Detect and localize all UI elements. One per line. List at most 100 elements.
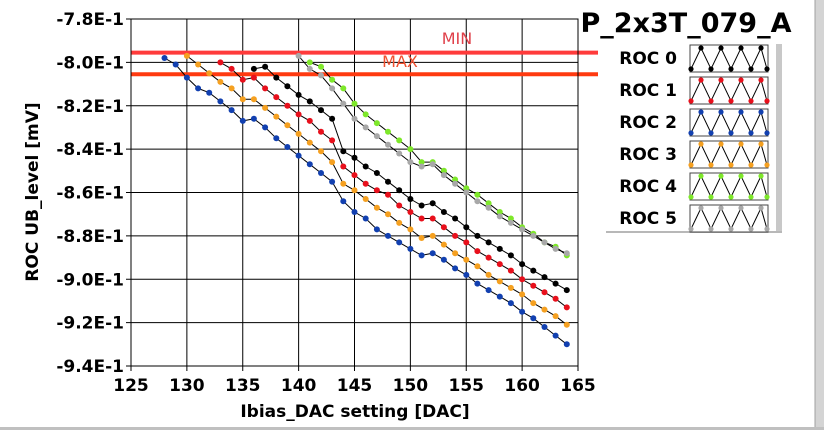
- data-point: [295, 111, 302, 118]
- data-point: [463, 256, 470, 263]
- data-point: [262, 124, 269, 131]
- data-point: [519, 226, 526, 233]
- data-point: [295, 152, 302, 159]
- legend-swatch-marker: [698, 173, 704, 179]
- y-tick-label: -8.4E-1: [56, 140, 124, 160]
- data-point: [463, 224, 470, 231]
- legend-swatch-marker: [718, 205, 724, 211]
- data-point: [206, 70, 213, 77]
- data-point: [239, 96, 246, 103]
- data-point: [385, 211, 391, 218]
- data-point: [172, 61, 179, 68]
- y-tick-label: -8.2E-1: [56, 97, 124, 117]
- legend-swatch-marker: [698, 45, 704, 51]
- data-point: [351, 209, 358, 215]
- data-point: [440, 209, 447, 215]
- legend-swatch-marker: [698, 77, 704, 83]
- x-tick-label: 165: [560, 376, 596, 396]
- data-point: [295, 52, 302, 59]
- data-point: [239, 117, 246, 124]
- y-tick-label: -9.4E-1: [56, 357, 124, 377]
- data-point: [329, 115, 336, 122]
- data-point: [507, 252, 514, 259]
- data-point: [362, 215, 369, 222]
- data-point: [396, 137, 403, 144]
- data-point: [284, 83, 291, 90]
- y-tick-label: -9.0E-1: [56, 270, 124, 290]
- data-point: [552, 245, 559, 252]
- data-point: [228, 65, 235, 72]
- data-point: [474, 263, 481, 270]
- data-point: [418, 159, 425, 166]
- legend-swatch-marker: [748, 226, 754, 232]
- y-tick-label: -8.8E-1: [56, 227, 124, 247]
- data-point: [452, 176, 459, 183]
- data-point: [250, 115, 257, 122]
- data-point: [373, 120, 380, 127]
- data-point: [329, 137, 336, 144]
- data-point: [496, 293, 503, 300]
- data-point: [541, 324, 548, 330]
- data-point: [385, 191, 391, 198]
- data-point: [530, 300, 537, 307]
- legend-swatch-marker: [728, 162, 734, 168]
- data-point: [496, 213, 503, 220]
- data-point: [541, 289, 548, 296]
- legend-swatch-marker: [764, 130, 770, 136]
- data-point: [351, 115, 358, 122]
- data-point: [552, 313, 559, 320]
- data-point: [541, 239, 548, 246]
- data-point: [340, 198, 347, 205]
- legend-swatch-marker: [738, 173, 744, 179]
- legend-swatch-marker: [718, 109, 724, 115]
- legend-swatch-marker: [718, 173, 724, 179]
- data-point: [284, 144, 291, 150]
- data-point: [418, 163, 425, 170]
- data-point: [452, 265, 459, 272]
- data-point: [239, 76, 246, 83]
- data-point: [318, 63, 324, 70]
- data-point: [396, 219, 403, 226]
- x-tick-label: 140: [281, 376, 317, 396]
- data-point: [452, 250, 459, 257]
- data-point: [318, 148, 324, 155]
- data-point: [541, 274, 548, 281]
- legend-swatch-marker: [758, 141, 764, 147]
- data-point: [474, 198, 481, 205]
- data-point: [351, 172, 358, 179]
- legend-shadow-right: [776, 44, 782, 232]
- window-scrollbar[interactable]: [815, 0, 824, 430]
- data-point: [329, 159, 336, 166]
- data-point: [485, 287, 492, 294]
- legend-label: ROC 1: [619, 81, 677, 101]
- data-point: [463, 189, 470, 196]
- data-point: [329, 76, 336, 83]
- data-point: [463, 271, 470, 278]
- data-point: [452, 180, 459, 187]
- data-point: [284, 102, 291, 109]
- data-point: [407, 146, 414, 153]
- x-tick-label: 145: [337, 376, 373, 396]
- data-point: [362, 196, 369, 202]
- data-point: [340, 100, 347, 107]
- series-roc-0: [250, 63, 570, 294]
- x-tick-label: 155: [449, 376, 485, 396]
- legend-swatch-marker: [708, 226, 714, 232]
- legend-swatch-marker: [758, 205, 764, 211]
- y-tick-label: -8.0E-1: [56, 53, 124, 73]
- data-point: [262, 85, 269, 92]
- data-point: [362, 163, 369, 170]
- data-point: [306, 98, 313, 105]
- data-point: [362, 124, 369, 131]
- x-tick-label: 160: [504, 376, 540, 396]
- data-point: [183, 52, 190, 59]
- data-point: [440, 241, 447, 248]
- y-axis-title: ROC UB_level [mV]: [23, 102, 43, 281]
- data-point: [519, 261, 526, 268]
- data-point: [273, 94, 280, 101]
- data-point: [217, 59, 224, 66]
- data-point: [563, 341, 570, 348]
- legend-swatch-marker: [698, 205, 704, 211]
- legend-swatch-marker: [728, 194, 734, 200]
- data-point: [206, 89, 213, 96]
